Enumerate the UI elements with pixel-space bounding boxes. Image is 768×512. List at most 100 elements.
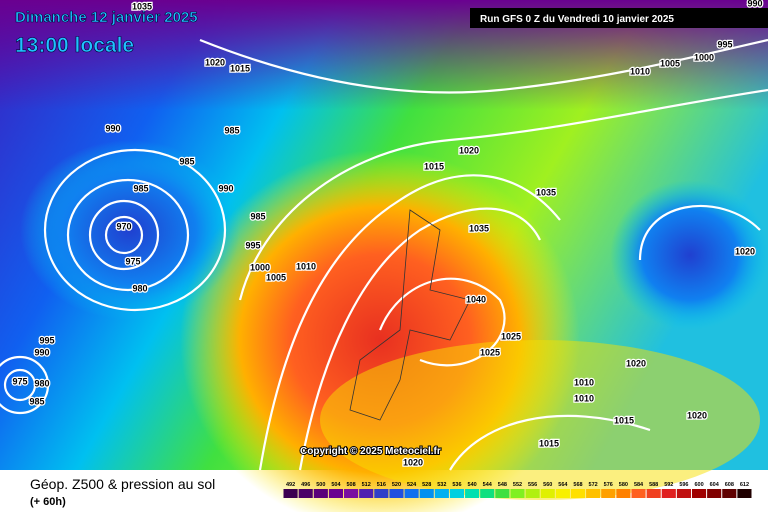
isobar-label: 1020 xyxy=(403,457,423,467)
isobar-label: 1020 xyxy=(735,246,755,256)
legend-swatch xyxy=(631,489,646,498)
legend-label: 496 xyxy=(301,482,310,488)
isobar-label: 1015 xyxy=(614,415,634,425)
legend-label: 512 xyxy=(362,482,371,488)
isobar-label: 1005 xyxy=(266,272,286,282)
legend-swatch xyxy=(344,489,359,498)
legend-label: 548 xyxy=(498,482,507,488)
low xyxy=(20,140,240,320)
legend-swatch xyxy=(525,489,540,498)
isobar-label: 1020 xyxy=(205,57,225,67)
isobar-label: 985 xyxy=(29,396,44,406)
isobar-label: 1035 xyxy=(132,1,152,11)
legend-label: 560 xyxy=(543,482,552,488)
legend-label: 576 xyxy=(604,482,613,488)
copyright: Copyright © 2025 Meteociel.fr xyxy=(300,446,441,457)
legend-swatch xyxy=(601,489,616,498)
legend-swatch xyxy=(737,489,752,498)
legend-swatch xyxy=(661,489,676,498)
isobar-label: 1000 xyxy=(694,52,714,62)
trough xyxy=(610,180,768,330)
legend-label: 504 xyxy=(331,482,341,488)
legend-swatch xyxy=(570,489,586,498)
legend-label: 544 xyxy=(483,482,493,488)
legend-swatch xyxy=(419,489,434,498)
legend-swatch xyxy=(298,489,313,498)
legend-label: 540 xyxy=(468,482,477,488)
isobar-label: 975 xyxy=(125,256,140,266)
ridge-south xyxy=(320,340,760,500)
legend-label: 588 xyxy=(649,482,658,488)
legend-label: 552 xyxy=(513,482,522,488)
isobar-label: 995 xyxy=(39,335,54,345)
isobar-label: 985 xyxy=(133,183,148,193)
legend-label: 600 xyxy=(694,482,703,488)
legend-swatch xyxy=(722,489,737,498)
legend-label: 528 xyxy=(422,482,431,488)
isobar-label: 985 xyxy=(224,125,239,135)
legend-label: 500 xyxy=(316,482,325,488)
legend-swatch xyxy=(434,489,449,498)
isobar-label: 990 xyxy=(218,183,233,193)
isobar-label: 1025 xyxy=(480,347,500,357)
isobar-label: 1025 xyxy=(501,331,521,341)
footer-lead: (+ 60h) xyxy=(30,496,66,508)
isobar-label: 1010 xyxy=(630,66,650,76)
legend-swatch xyxy=(480,489,495,498)
legend-swatch xyxy=(465,489,480,498)
coastline xyxy=(349,209,471,421)
isobar-label: 995 xyxy=(717,39,732,49)
legend-swatch xyxy=(283,489,298,498)
run: Run GFS 0 Z du Vendredi 10 janvier 2025 xyxy=(480,14,674,25)
isobar-label: 990 xyxy=(105,123,120,133)
legend-swatch xyxy=(389,489,404,498)
legend-swatch xyxy=(374,489,389,498)
legend-label: 568 xyxy=(573,482,582,488)
isobar-label: 985 xyxy=(179,156,194,166)
isobar-label: 970 xyxy=(116,221,131,231)
isobar-label: 1035 xyxy=(536,187,556,197)
isobar-label: 1020 xyxy=(626,358,646,368)
isobar-label: 1040 xyxy=(466,294,486,304)
legend-swatch xyxy=(359,489,374,498)
isobar-label: 995 xyxy=(245,240,260,250)
isobar-label: 1020 xyxy=(687,410,707,420)
isobar-label: 1005 xyxy=(660,58,680,68)
time: 13:00 locale xyxy=(15,34,134,57)
isobar-label: 1015 xyxy=(424,161,444,171)
legend-label: 572 xyxy=(589,482,598,488)
legend-label: 604 xyxy=(710,482,720,488)
legend-label: 596 xyxy=(679,482,688,488)
isobars xyxy=(0,38,768,471)
legend-label: 608 xyxy=(725,482,734,488)
legend-label: 556 xyxy=(528,482,537,488)
legend-swatch xyxy=(449,489,465,498)
legend-swatch xyxy=(586,489,601,498)
legend-swatch xyxy=(404,489,419,498)
legend-label: 520 xyxy=(392,482,401,488)
legend-swatch xyxy=(510,489,525,498)
legend-label: 592 xyxy=(664,482,673,488)
legend-swatch xyxy=(540,489,555,498)
date: Dimanche 12 janvier 2025 xyxy=(15,9,198,26)
legend-swatch xyxy=(691,489,707,498)
run-box xyxy=(470,8,768,28)
legend-swatch xyxy=(646,489,661,498)
legend-label: 580 xyxy=(619,482,628,488)
legend-swatch xyxy=(328,489,344,498)
isobar-label: 980 xyxy=(34,378,49,388)
isobar-label: 980 xyxy=(132,283,147,293)
legend-label: 564 xyxy=(558,482,568,488)
legend-label: 516 xyxy=(377,482,386,488)
isobar-label: 1020 xyxy=(459,145,479,155)
isobar-label: 985 xyxy=(250,211,265,221)
legend-swatch xyxy=(555,489,570,498)
isobar-label: 975 xyxy=(12,376,27,386)
legend-label: 532 xyxy=(437,482,446,488)
legend-swatch xyxy=(313,489,328,498)
legend-label: 536 xyxy=(452,482,461,488)
legend-swatch xyxy=(616,489,631,498)
isobar-label: 1010 xyxy=(296,261,316,271)
isobar-label: 1015 xyxy=(230,63,250,73)
